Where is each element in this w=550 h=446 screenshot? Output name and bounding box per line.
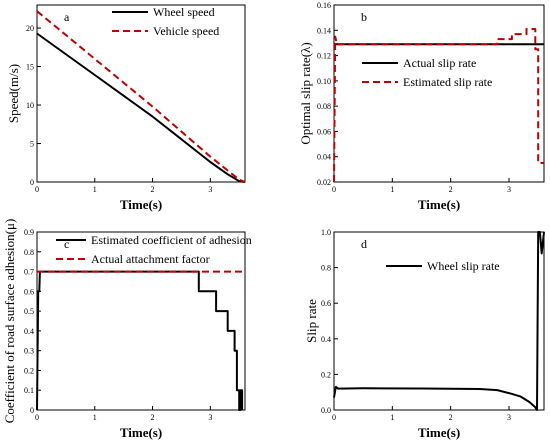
y-tick-label: 0.0: [321, 406, 331, 415]
legend-label-1: Estimated coefficient of adhesion: [91, 233, 252, 247]
y-tick-label: 0: [30, 178, 34, 187]
y-tick-label: 0.04: [317, 153, 331, 162]
x-tick-label: 2: [151, 185, 155, 194]
y-tick-label: 0.06: [317, 127, 331, 136]
legend-label-2: Estimated slip rate: [403, 75, 492, 89]
series-line-1: [36, 270, 244, 411]
y-tick-label: 0.8: [321, 264, 331, 273]
chart-panel-b: 0 1 2 3 0.02 0.04 0.06 0.08 0.10 0.12 0.14 0.16 Time…: [298, 1, 545, 212]
y-axis-label: Slip rate: [304, 299, 319, 343]
series-line-1: [36, 32, 246, 183]
y-tick-label: 0.7: [24, 268, 34, 277]
panel-letter: d: [361, 237, 367, 251]
x-tick-label: 1: [390, 413, 394, 422]
y-axis-label: Coefficient of road surface adhesion(μ): [2, 219, 17, 424]
panel-letter: b: [361, 10, 367, 24]
y-tick-label: 15: [26, 63, 34, 72]
x-tick-label: 2: [449, 413, 453, 422]
x-tick-label: 2: [449, 185, 453, 194]
x-axis-label: Time(s): [418, 425, 460, 440]
series-line-2: [333, 28, 544, 183]
y-tick-label: 0.4: [24, 327, 34, 336]
y-axis-label: Speed(m/s): [6, 64, 21, 123]
y-axis-label: Optimal slip rate(λ): [298, 42, 313, 144]
y-tick-label: 0.1: [24, 386, 34, 395]
panel-letter: a: [64, 10, 70, 24]
plot-frame: [333, 231, 545, 411]
y-tick-label: 0.6: [24, 287, 34, 296]
x-tick-label: 0: [332, 185, 336, 194]
x-tick-label: 0: [332, 413, 336, 422]
x-tick-label: 3: [507, 185, 511, 194]
x-tick-label: 3: [208, 413, 212, 422]
legend-label-1: Actual slip rate: [403, 56, 476, 70]
chart-panel-a: 0 1 2 3 0 5 10 15 20 Time(s) Speed(m/s) a Wheel spee…: [6, 4, 246, 212]
legend-label-2: Vehicle speed: [153, 24, 219, 38]
x-tick-label: 0: [35, 413, 39, 422]
chart-panel-c: 0 1 2 3 0 0.1 0.2 0.3 0.4 0.5 0.6 0.7 0.8 0.9 Time(s) C…: [2, 219, 252, 440]
y-tick-label: 0.8: [24, 248, 34, 257]
y-tick-label: 0: [30, 406, 34, 415]
y-tick-label: 0.2: [321, 370, 331, 379]
y-tick-label: 0.4: [321, 335, 331, 344]
series-line-1: [333, 231, 545, 411]
panel-letter: c: [64, 237, 69, 251]
y-tick-label: 10: [26, 101, 34, 110]
y-tick-label: 0.02: [317, 178, 331, 187]
x-axis-label: Time(s): [418, 197, 460, 212]
y-tick-label: 0.12: [317, 52, 331, 61]
plot-frame: [36, 4, 246, 183]
legend-label-2: Actual attachment factor: [91, 252, 210, 266]
y-tick-label: 20: [26, 24, 34, 33]
y-tick-label: 0.3: [24, 347, 34, 356]
x-axis-label: Time(s): [120, 197, 162, 212]
x-axis-label: Time(s): [120, 425, 162, 440]
y-tick-label: 0.14: [317, 26, 331, 35]
y-tick-label: 0.5: [24, 307, 34, 316]
x-tick-label: 1: [93, 413, 97, 422]
y-tick-label: 0.2: [24, 366, 34, 375]
x-tick-label: 1: [93, 185, 97, 194]
chart-panel-d: 0 1 2 3 0.0 0.2 0.4 0.6 0.8 1.0 Time(s) Slip rate d W…: [304, 228, 545, 440]
y-tick-label: 0.6: [321, 299, 331, 308]
y-tick-label: 0.9: [24, 228, 34, 237]
y-tick-label: 0.16: [317, 1, 331, 10]
series-line-2: [36, 10, 246, 183]
legend-label-1: Wheel slip rate: [427, 259, 500, 273]
x-tick-label: 3: [208, 185, 212, 194]
x-tick-label: 3: [507, 413, 511, 422]
x-tick-label: 2: [151, 413, 155, 422]
legend-label-1: Wheel speed: [153, 5, 215, 19]
y-tick-label: 5: [30, 140, 34, 149]
x-tick-label: 1: [390, 185, 394, 194]
y-tick-label: 0.08: [317, 102, 331, 111]
x-tick-label: 0: [35, 185, 39, 194]
y-tick-label: 0.10: [317, 77, 331, 86]
y-tick-label: 1.0: [321, 228, 331, 237]
plot-frame: [333, 4, 545, 183]
